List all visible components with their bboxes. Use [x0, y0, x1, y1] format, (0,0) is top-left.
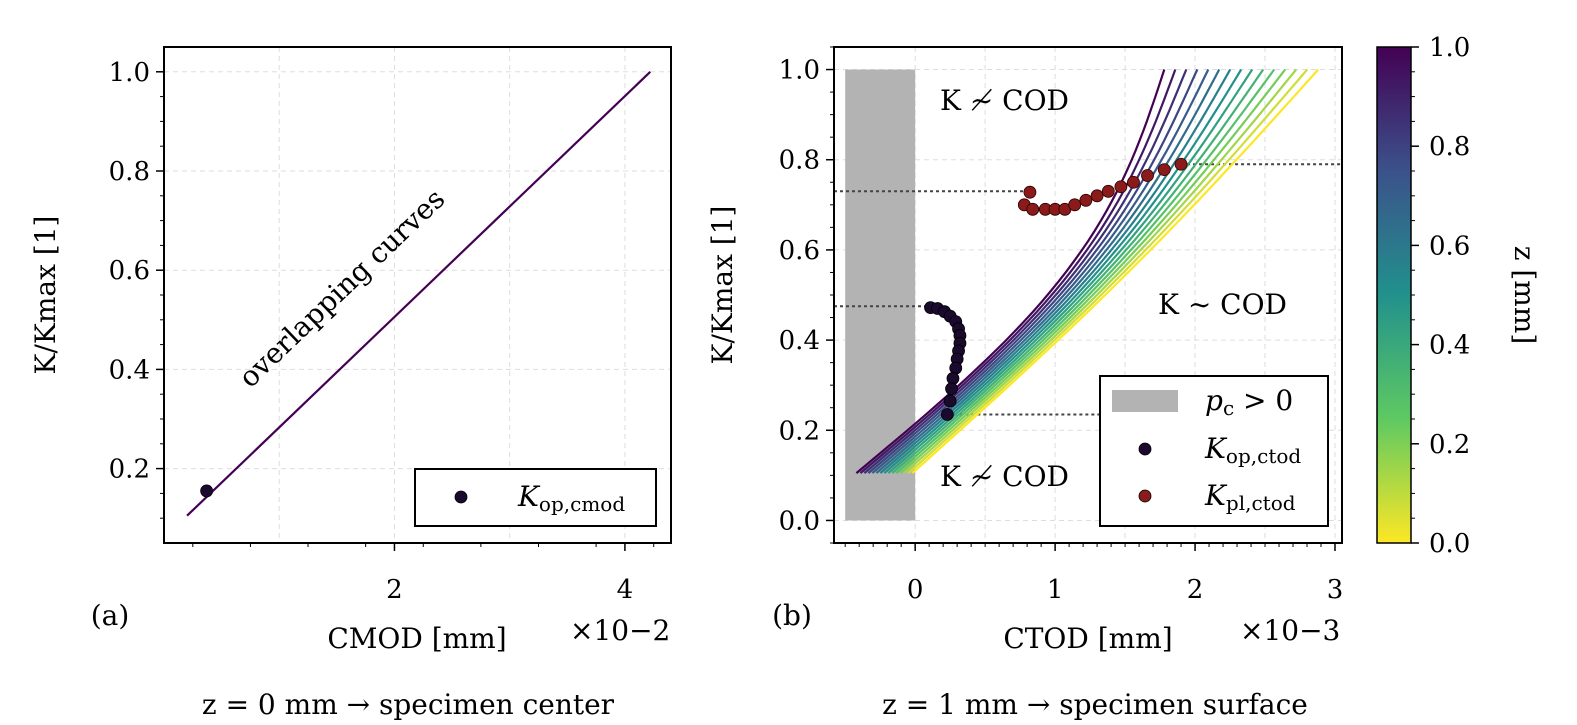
- ctod-curve: [907, 68, 1309, 474]
- ctod-curve: [883, 68, 1243, 474]
- panel-a-ytick-label: 1.0: [109, 58, 150, 88]
- colorbar-tick-label: 0.8: [1429, 132, 1470, 162]
- panel-b-ytick-label: 0.0: [779, 506, 820, 536]
- colorbar-tick-label: 0.2: [1429, 430, 1470, 460]
- colorbar-gradient: [1376, 46, 1412, 544]
- panel-b-ytick-label: 1.0: [779, 56, 820, 86]
- panel-a-ytick-label: 0.8: [109, 157, 150, 187]
- legend-kop-cmod-label: Kop,cmod: [517, 480, 625, 516]
- panel-a-ticks: 0.2 0.4 0.6 0.8 1.0 2 4: [109, 58, 655, 605]
- panel-b-label: (b): [772, 599, 812, 632]
- kpl-ctod-marker: [1127, 175, 1140, 189]
- panel-a-ylabel: K/Kmax [1]: [29, 216, 62, 375]
- panel-a-xtick-label: 4: [617, 575, 634, 605]
- legend-contact-label: pc > 0: [1205, 384, 1293, 420]
- ctod-curve: [903, 68, 1298, 474]
- kop-ctod-marker: [945, 382, 958, 396]
- legend-kpl-ctod-label: Kpl,ctod: [1204, 479, 1296, 515]
- panel-b-xtick-label: 3: [1327, 575, 1344, 605]
- panel-b-ticks: 0.0 0.2 0.4 0.6 0.8 1.0 0 1 2 3: [779, 46, 1344, 605]
- panel-a: 0.2 0.4 0.6 0.8 1.0 2 4 overlapping curves Kop…: [29, 46, 672, 721]
- colorbar: 0.0 0.2 0.4 0.6 0.8 1.0 z [mm]: [1376, 33, 1541, 559]
- colorbar-tick-label: 0.0: [1429, 529, 1470, 559]
- panel-b-ytick-label: 0.4: [779, 326, 820, 356]
- panel-a-label: (a): [91, 599, 130, 632]
- colorbar-tick-label: 0.4: [1429, 331, 1470, 361]
- ctod-curve: [859, 69, 1177, 474]
- ctod-curve: [863, 69, 1188, 474]
- kop-ctod-marker: [940, 408, 954, 421]
- ctod-curve: [899, 68, 1287, 474]
- panel-a-ytick-label: 0.2: [109, 455, 150, 485]
- annotation-k-not-cod-top: K ≁ COD: [940, 84, 1069, 117]
- ctod-curve: [895, 68, 1276, 474]
- colorbar-label: z [mm]: [1508, 246, 1541, 345]
- panel-a-legend: Kop,cmod: [414, 468, 657, 527]
- panel-b-x-multiplier: ×10−3: [1240, 614, 1340, 647]
- panel-b-xtick-label: 2: [1187, 575, 1204, 605]
- panel-b-ylabel: K/Kmax [1]: [706, 206, 739, 365]
- legend-kpl-ctod-marker: [1138, 489, 1152, 503]
- annotation-k-cod: K ∼ COD: [1158, 288, 1287, 321]
- panel-a-xlabel: CMOD [mm]: [327, 622, 506, 655]
- reference-lines: [834, 163, 1342, 416]
- ctod-curve-family: [855, 68, 1320, 474]
- panel-b-ytick-label: 0.6: [779, 236, 820, 266]
- panel-b: 0.0 0.2 0.4 0.6 0.8 1.0 0 1 2 3 K ≁ COD K ∼ COD K…: [706, 46, 1344, 721]
- legend-contact-patch: [1112, 390, 1178, 412]
- panel-a-x-multiplier: ×10−2: [570, 614, 670, 647]
- legend-kop-ctod-label: Kop,ctod: [1204, 432, 1301, 468]
- colorbar-ticks: 0.0 0.2 0.4 0.6 0.8 1.0: [1411, 33, 1470, 559]
- kpl-ctod-marker: [1157, 163, 1171, 177]
- panel-a-ytick-label: 0.6: [109, 256, 150, 286]
- colorbar-tick-label: 1.0: [1429, 33, 1470, 63]
- panel-a-xtick-label: 2: [386, 575, 403, 605]
- kop-ctod-marker: [943, 394, 957, 408]
- panel-b-ytick-label: 0.2: [779, 416, 820, 446]
- ctod-curve: [879, 68, 1232, 474]
- panel-a-ytick-label: 0.4: [109, 355, 150, 385]
- ctod-curve: [911, 68, 1320, 474]
- panel-b-xtick-label: 1: [1047, 575, 1064, 605]
- legend-kop-cmod-marker: [454, 490, 468, 504]
- kpl-ctod-marker: [1079, 193, 1093, 207]
- kpl-ctod-marker: [1141, 169, 1154, 182]
- panel-a-load-curve: [186, 71, 652, 517]
- kpl-ctod-markers: [1017, 157, 1188, 216]
- ctod-curve: [887, 68, 1254, 474]
- panel-a-grid: [164, 47, 671, 543]
- kpl-ctod-marker: [1090, 189, 1104, 203]
- ctod-curve: [891, 68, 1265, 474]
- panel-b-xtick-label: 0: [907, 575, 924, 605]
- colorbar-tick-label: 0.6: [1429, 231, 1470, 261]
- panel-a-kop-cmod-marker: [200, 484, 214, 498]
- kpl-ctod-marker: [1174, 157, 1188, 171]
- legend-kop-ctod-marker: [1138, 442, 1152, 456]
- panel-b-caption: z = 1 mm → specimen surface: [882, 688, 1308, 721]
- ctod-curve: [855, 69, 1166, 474]
- annotation-k-not-cod-bottom: K ≁ COD: [940, 460, 1069, 493]
- panel-a-caption: z = 0 mm → specimen center: [202, 688, 615, 721]
- panel-b-ytick-label: 0.8: [779, 146, 820, 176]
- kpl-ctod-marker: [1101, 184, 1115, 198]
- kop-ctod-markers: [924, 301, 967, 421]
- kpl-ctod-marker: [1068, 198, 1082, 212]
- panel-b-xlabel: CTOD [mm]: [1003, 622, 1172, 655]
- overlapping-curves-annotation: overlapping curves: [232, 182, 451, 394]
- kpl-ctod-marker: [1114, 180, 1128, 194]
- panel-b-legend: pc > 0 Kop,ctod Kpl,ctod: [1099, 375, 1329, 527]
- kpl-ctod-marker: [1026, 202, 1040, 216]
- kpl-ctod-marker: [1023, 185, 1037, 199]
